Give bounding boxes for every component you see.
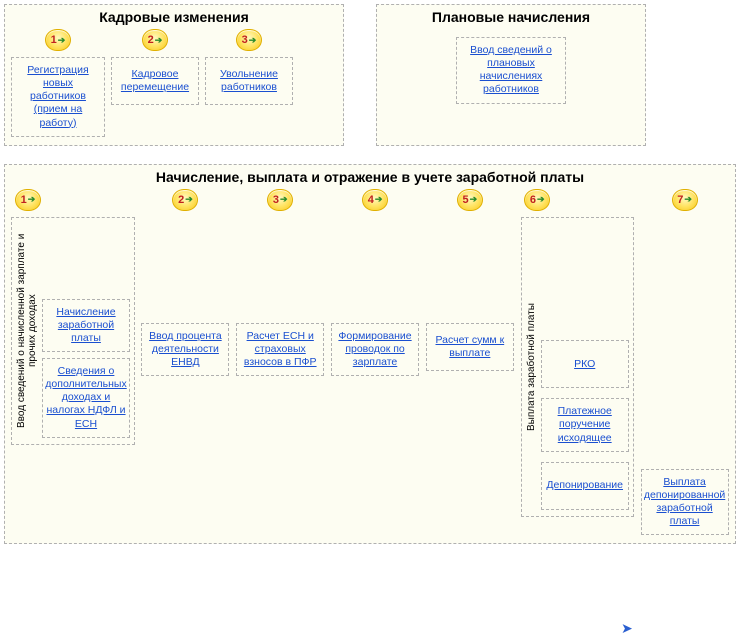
group-vyplata: Выплата заработной платы РКО Платежное п… xyxy=(521,217,634,517)
section-plan: Плановые начисления Ввод сведений о план… xyxy=(376,4,646,146)
link-rko[interactable]: РКО xyxy=(541,340,629,388)
section-main: Начисление, выплата и отражение в учете … xyxy=(4,164,736,545)
link-vyplata-depon[interactable]: Выплата депонированной заработной платы xyxy=(641,469,729,536)
link-plan-nachisleniya[interactable]: Ввод сведений о плановых начислениях раб… xyxy=(456,37,566,104)
badge-main-6: 6 xyxy=(524,189,550,211)
link-registraciya[interactable]: Регистрация новых работников (прием на р… xyxy=(11,57,105,137)
link-nachislenie-zp[interactable]: Начисление заработной платы xyxy=(42,299,130,352)
group6-vlabel: Выплата заработной платы xyxy=(526,303,537,431)
link-provodki[interactable]: Формирование проводок по зарплате xyxy=(331,323,419,376)
badge-main-4: 4 xyxy=(362,189,388,211)
link-peremeshenie[interactable]: Кадровое перемещение xyxy=(111,57,199,105)
kadr-col-2: 2 Кадровое перемещение xyxy=(111,29,199,105)
badge-kadr-2: 2 xyxy=(142,29,168,51)
section-kadr: Кадровые изменения 1 Регистрация новых р… xyxy=(4,4,344,146)
kadr-col-3: 3 Увольнение работников xyxy=(205,29,293,105)
link-deponirovanie[interactable]: Депонирование xyxy=(541,462,629,510)
link-raschet-summ[interactable]: Расчет сумм к выплате xyxy=(426,323,514,371)
badge-main-3: 3 xyxy=(267,189,293,211)
link-svedeniya-dohody[interactable]: Сведения о дополнительных доходах и нало… xyxy=(42,358,130,438)
badge-main-5: 5 xyxy=(457,189,483,211)
badge-main-1: 1 xyxy=(15,189,41,211)
badge-main-2: 2 xyxy=(172,189,198,211)
group1-vlabel: Ввод сведений о начисленной зарплате и п… xyxy=(16,224,38,438)
section-plan-title: Плановые начисления xyxy=(383,9,639,25)
section-kadr-title: Кадровые изменения xyxy=(11,9,337,25)
badge-kadr-3: 3 xyxy=(236,29,262,51)
kadr-col-1: 1 Регистрация новых работников (прием на… xyxy=(11,29,105,137)
group-vvod-svedeniy: Ввод сведений о начисленной зарплате и п… xyxy=(11,217,135,445)
link-envd[interactable]: Ввод процента деятельности ЕНВД xyxy=(141,323,229,376)
link-esn-pfr[interactable]: Расчет ЕСН и страховых взносов в ПФР xyxy=(236,323,324,376)
link-platezhnoe[interactable]: Платежное поручение исходящее xyxy=(541,398,629,451)
link-uvolnenie[interactable]: Увольнение работников xyxy=(205,57,293,105)
badge-main-7: 7 xyxy=(672,189,698,211)
badge-kadr-1: 1 xyxy=(45,29,71,51)
section-main-title: Начисление, выплата и отражение в учете … xyxy=(11,169,729,185)
arrow-depon-to-vyplata: ➤ xyxy=(621,620,633,637)
